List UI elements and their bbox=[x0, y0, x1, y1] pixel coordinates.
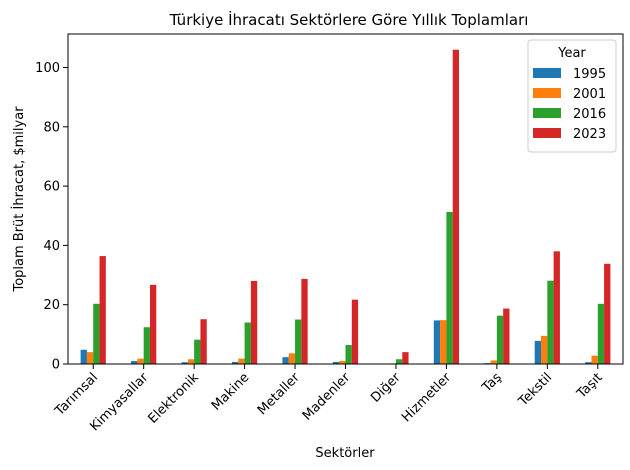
bar-2016-Madenler bbox=[345, 345, 352, 364]
bar-2016-Diğer bbox=[395, 359, 403, 364]
bar-2023-Taşıt bbox=[604, 263, 611, 364]
y-tick-label: 80 bbox=[43, 120, 60, 135]
bar-2001-Tarımsal bbox=[86, 352, 94, 364]
plot-frame bbox=[67, 33, 624, 365]
bar-2023-Taş bbox=[503, 308, 510, 364]
bar-2023-Makine bbox=[250, 280, 258, 364]
bar-2016-Tekstil bbox=[547, 280, 554, 364]
y-tick-label: 20 bbox=[43, 298, 60, 313]
bar-2016-Makine bbox=[244, 322, 251, 364]
bar-2016-Elektronik bbox=[194, 339, 201, 364]
legend-swatch-1995 bbox=[533, 68, 561, 78]
bar-2016-Hizmetler bbox=[446, 211, 453, 364]
y-tick-label: 60 bbox=[43, 180, 60, 195]
bar-2001-Hizmetler bbox=[440, 320, 447, 364]
bar-1995-Elektronik bbox=[181, 362, 188, 364]
bar-2016-Taş bbox=[496, 315, 504, 364]
bar-1995-Madenler bbox=[332, 361, 340, 364]
bar-1995-Kimyasallar bbox=[131, 361, 138, 364]
legend-swatch-2023 bbox=[533, 128, 561, 138]
bar-2023-Hizmetler bbox=[452, 49, 460, 364]
bar-1995-Hizmetler bbox=[433, 320, 441, 364]
bar-2001-Metaller bbox=[288, 353, 296, 364]
bar-2001-Makine bbox=[238, 358, 245, 364]
legend-label-2016: 2016 bbox=[573, 107, 606, 122]
y-tick-label: 40 bbox=[43, 239, 60, 254]
y-tick-label: 0 bbox=[52, 358, 60, 373]
bar-2023-Madenler bbox=[351, 299, 359, 364]
y-axis: 0 20 40 60 80 100 bbox=[35, 61, 68, 373]
bar-2016-Taşıt bbox=[597, 303, 605, 364]
bars-layer bbox=[80, 49, 611, 364]
legend-label-2023: 2023 bbox=[573, 127, 606, 142]
bar-2001-Madenler bbox=[339, 361, 346, 364]
bar-2023-Kimyasallar bbox=[149, 284, 157, 364]
bar-2023-Tarımsal bbox=[99, 256, 106, 364]
bar-1995-Tarımsal bbox=[80, 349, 87, 364]
bar-1995-Makine bbox=[231, 361, 239, 364]
y-tick-label: 100 bbox=[35, 61, 60, 76]
bar-2023-Diğer bbox=[402, 352, 409, 364]
bar-2001-Tekstil bbox=[541, 335, 548, 364]
bar-2023-Elektronik bbox=[200, 319, 207, 364]
bar-2023-Metaller bbox=[301, 278, 308, 364]
chart-title: Türkiye İhracatı Sektörlere Göre Yıllık … bbox=[169, 10, 529, 29]
bar-2001-Taşıt bbox=[591, 355, 598, 364]
bar-1995-Metaller bbox=[282, 357, 289, 364]
legend: Year 1995 2001 2016 2023 bbox=[527, 39, 617, 153]
bar-2001-Taş bbox=[490, 360, 497, 364]
bar-2016-Tarımsal bbox=[93, 303, 100, 364]
bar-1995-Taşıt bbox=[585, 362, 592, 364]
bar-1995-Tekstil bbox=[534, 340, 542, 364]
bar-2016-Kimyasallar bbox=[143, 327, 150, 364]
legend-label-2001: 2001 bbox=[573, 87, 606, 102]
bar-2016-Metaller bbox=[295, 319, 302, 364]
legend-title: Year bbox=[557, 46, 586, 61]
legend-swatch-2001 bbox=[533, 88, 561, 98]
bar-2023-Tekstil bbox=[553, 251, 560, 364]
legend-label-1995: 1995 bbox=[573, 67, 606, 82]
x-axis-title: Sektörler bbox=[315, 446, 375, 461]
legend-swatch-2016 bbox=[533, 108, 561, 118]
y-axis-title: Toplam Brüt İhracat, $milyar bbox=[11, 106, 27, 293]
bar-2001-Kimyasallar bbox=[137, 358, 144, 364]
bar-2001-Elektronik bbox=[187, 359, 195, 364]
